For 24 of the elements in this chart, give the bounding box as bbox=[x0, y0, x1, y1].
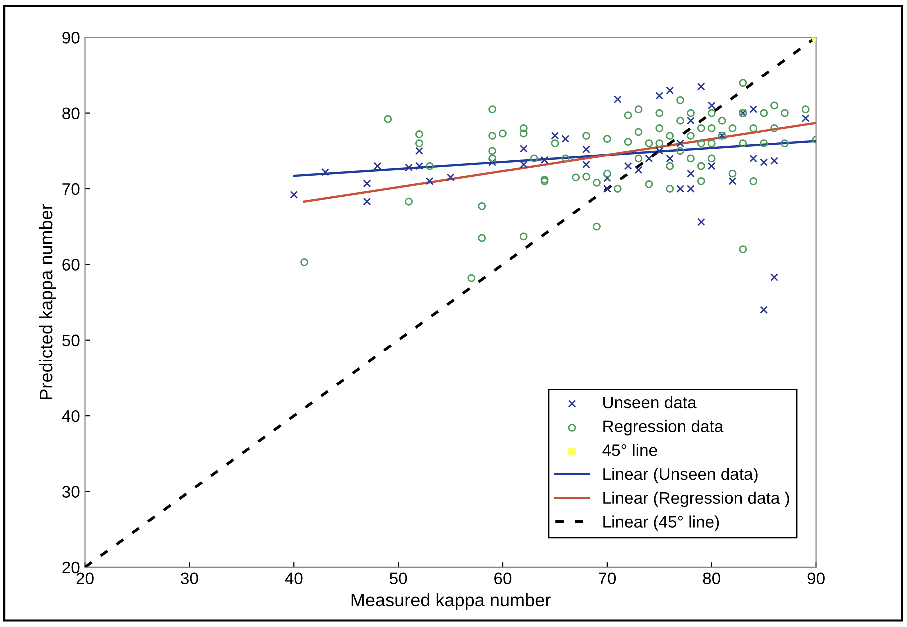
y-tick-label: 90 bbox=[62, 32, 80, 44]
y-tick-label: 20 bbox=[62, 562, 80, 574]
legend-label: Linear (Regression data ) bbox=[604, 492, 790, 508]
y-tick-label: 80 bbox=[62, 108, 80, 120]
y-tick-label: 40 bbox=[62, 410, 80, 422]
x-tick-label: 90 bbox=[808, 572, 825, 585]
y-tick-label: 30 bbox=[62, 486, 80, 498]
x-tick-label: 30 bbox=[181, 572, 198, 585]
legend-label: Regression data bbox=[604, 420, 724, 436]
y-tick-label: 60 bbox=[62, 259, 80, 271]
x-tick-label: 40 bbox=[285, 572, 303, 585]
x-tick-label: 20 bbox=[76, 572, 94, 585]
y-tick-label: 50 bbox=[62, 334, 80, 347]
legend-label: Linear (45° line) bbox=[604, 516, 720, 532]
y-axis-title: Predicted kappa number bbox=[39, 204, 56, 400]
legend-label: 45° line bbox=[602, 444, 658, 456]
x-tick-label: 60 bbox=[494, 572, 512, 585]
legend-label: Linear (Unseen data) bbox=[604, 468, 758, 484]
x-tick-label: 70 bbox=[599, 572, 616, 585]
x-tick-label: 50 bbox=[390, 572, 408, 585]
legend-label: Unseen data bbox=[604, 396, 697, 409]
y-tick-label: 70 bbox=[62, 183, 80, 196]
x-tick-label: 80 bbox=[703, 572, 720, 585]
x-axis-title: Measured kappa number bbox=[352, 593, 551, 610]
